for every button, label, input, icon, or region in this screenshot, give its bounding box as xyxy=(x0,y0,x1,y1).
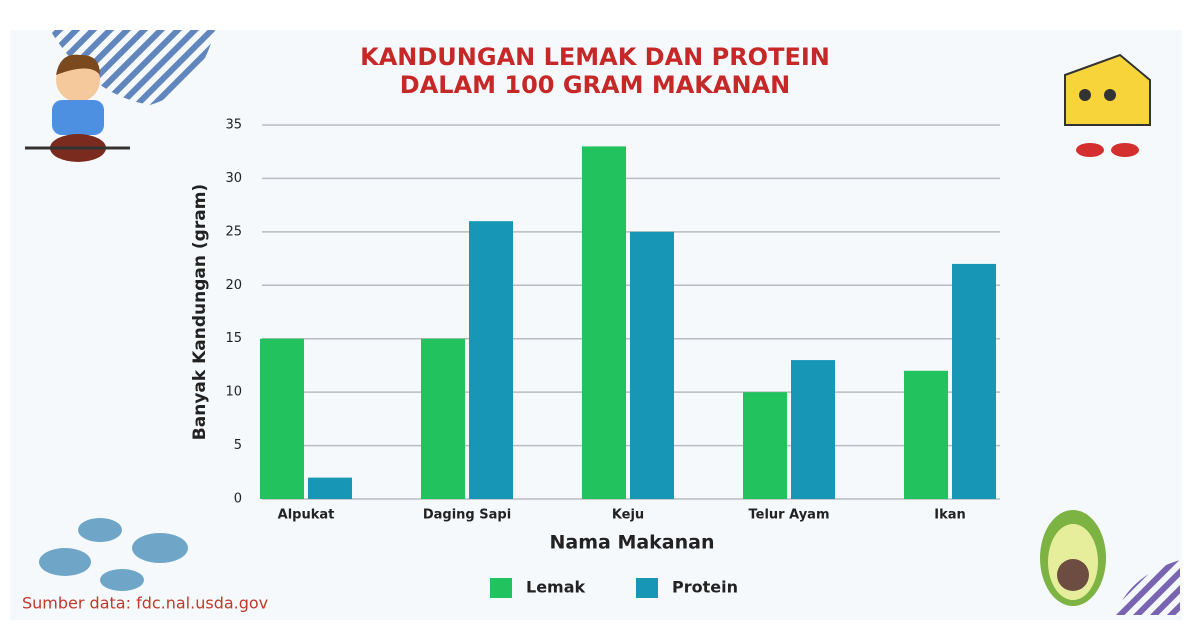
chart-title: DALAM 100 GRAM MAKANAN xyxy=(400,71,790,99)
bar xyxy=(421,338,465,499)
bar xyxy=(630,231,674,499)
bar xyxy=(791,360,835,499)
y-tick-label: 0 xyxy=(234,492,242,507)
bar xyxy=(952,263,996,499)
y-tick-label: 20 xyxy=(225,278,242,293)
bar xyxy=(743,392,787,499)
decor-fish xyxy=(39,518,188,591)
bar xyxy=(260,338,304,499)
legend-label: Lemak xyxy=(526,578,586,597)
decor-stripes xyxy=(1115,560,1180,615)
x-tick-label: Daging Sapi xyxy=(423,508,511,523)
bar xyxy=(582,146,626,499)
decor-avocado xyxy=(1040,510,1106,606)
bar xyxy=(469,221,513,499)
x-tick-label: Ikan xyxy=(934,508,966,523)
x-tick-label: Telur Ayam xyxy=(749,508,830,523)
y-tick-label: 25 xyxy=(225,224,242,239)
y-tick-label: 35 xyxy=(225,118,242,133)
legend-label: Protein xyxy=(672,578,738,597)
y-tick-label: 5 xyxy=(234,438,242,453)
decor-boy xyxy=(25,54,130,162)
bar xyxy=(904,370,948,499)
y-tick-label: 30 xyxy=(225,171,242,186)
legend-swatch xyxy=(490,578,512,598)
y-axis-label: Banyak Kandungan (gram) xyxy=(190,184,210,440)
x-axis-label: Nama Makanan xyxy=(549,532,714,554)
bar xyxy=(308,477,352,499)
y-tick-label: 15 xyxy=(225,331,242,346)
y-tick-label: 10 xyxy=(225,385,242,400)
decor-stripes xyxy=(50,30,215,105)
chart-title: KANDUNGAN LEMAK DAN PROTEIN xyxy=(360,43,830,71)
legend-swatch xyxy=(636,578,658,598)
x-tick-label: Alpukat xyxy=(278,508,335,523)
x-tick-label: Keju xyxy=(612,508,644,523)
source-note: Sumber data: fdc.nal.usda.gov xyxy=(22,594,268,613)
decor-cheese xyxy=(1064,53,1151,157)
